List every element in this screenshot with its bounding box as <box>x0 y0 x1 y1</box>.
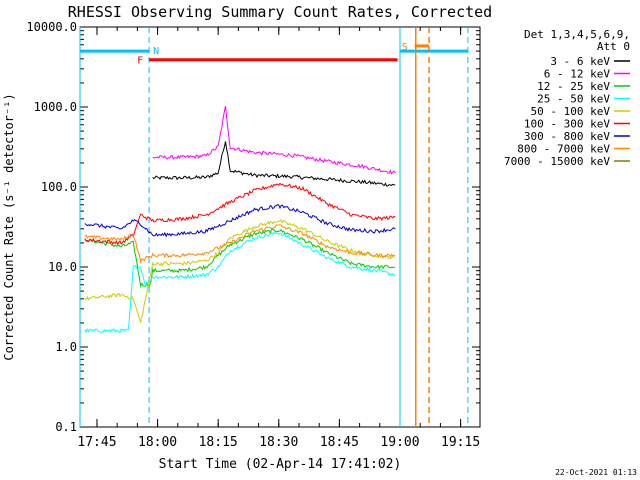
y-axis-label: Corrected Count Rate (s⁻¹ detector⁻¹) <box>2 93 16 360</box>
legend-label: 50 - 100 keV <box>531 105 611 118</box>
legend-header: Det 1,3,4,5,6,9, <box>524 28 630 41</box>
legend-label: 6 - 12 keV <box>544 68 611 81</box>
footer-date: 22-Oct-2021 01:13 <box>555 468 637 477</box>
legend-label: 3 - 6 keV <box>550 55 610 68</box>
y-tick-label: 100.0 <box>41 180 77 194</box>
series-line-7 <box>84 224 396 264</box>
y-tick-label: 1000.0 <box>34 100 77 114</box>
series-line-3 <box>84 231 396 334</box>
y-tick-label: 1.0 <box>55 340 77 354</box>
y-tick-label: 10.0 <box>48 260 77 274</box>
night-label: N <box>153 46 159 57</box>
legend-header: Att 0 <box>597 40 630 53</box>
legend-label: 800 - 7000 keV <box>517 143 610 156</box>
x-tick-label: 19:00 <box>380 435 419 450</box>
legend-label: 300 - 800 keV <box>524 130 610 143</box>
x-axis: 17:45 18:00 18:15 18:30 18:45 19:00 19:15 <box>77 27 480 450</box>
x-tick-label: 18:45 <box>320 435 359 450</box>
x-tick-label: 17:45 <box>77 435 116 450</box>
saa-label: S <box>402 42 408 53</box>
legend-label: 100 - 300 keV <box>524 118 610 131</box>
x-tick-label: 19:15 <box>441 435 480 450</box>
x-tick-label: 18:15 <box>199 435 238 450</box>
y-axis: 0.1 1.0 10.0 100.0 1000.0 10000.0 <box>26 20 480 434</box>
series-line-1 <box>152 105 396 175</box>
observation-flags: NF S <box>79 27 469 427</box>
x-axis-label: Start Time (02-Apr-14 17:41:02) <box>159 457 402 472</box>
series-line-4 <box>84 219 396 324</box>
y-tick-label: 10000.0 <box>26 20 77 34</box>
series-line-5 <box>84 182 396 246</box>
series-lines <box>84 105 396 334</box>
legend-label: 12 - 25 keV <box>537 80 610 93</box>
y-tick-label: 0.1 <box>55 420 77 434</box>
x-tick-label: 18:00 <box>138 435 177 450</box>
plot-frame <box>79 26 481 428</box>
flare-label: F <box>137 56 143 67</box>
series-line-0 <box>152 141 396 187</box>
legend-label: 25 - 50 keV <box>537 93 610 106</box>
legend-label: 7000 - 15000 keV <box>504 155 610 168</box>
series-line-6 <box>84 204 396 238</box>
series-line-2 <box>84 228 396 288</box>
x-tick-label: 18:30 <box>259 435 298 450</box>
chart-title: RHESSI Observing Summary Count Rates, Co… <box>68 3 492 21</box>
